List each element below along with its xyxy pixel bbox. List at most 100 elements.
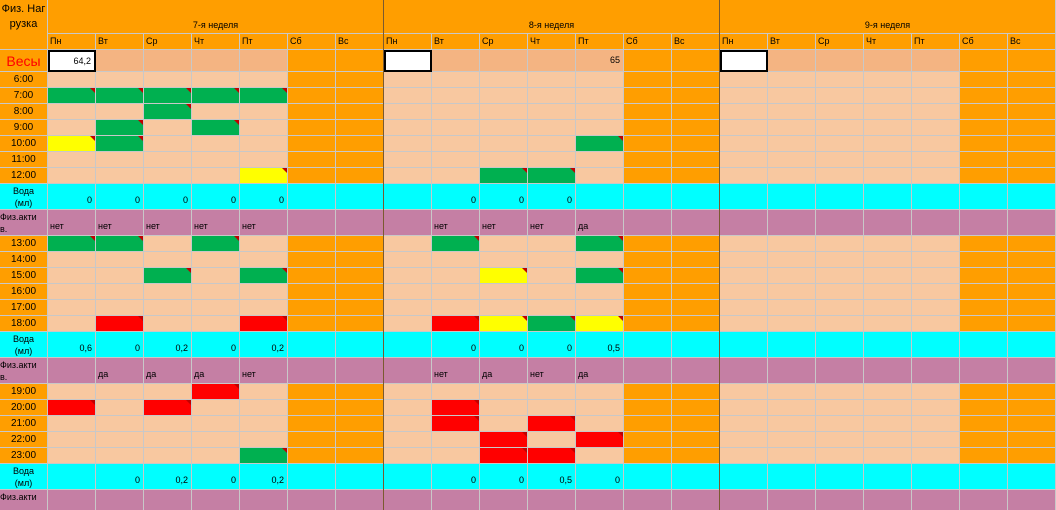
time-slot-cell[interactable] <box>432 252 480 268</box>
activity-slot-filled[interactable] <box>240 88 288 104</box>
time-slot-cell[interactable] <box>192 300 240 316</box>
activity-slot-filled[interactable] <box>480 168 528 184</box>
time-slot-cell[interactable] <box>624 104 672 120</box>
activity-cell[interactable]: да <box>96 358 144 384</box>
time-slot-cell[interactable] <box>768 400 816 416</box>
time-slot-cell[interactable] <box>960 432 1008 448</box>
weight-cell[interactable] <box>528 50 576 72</box>
time-slot-cell[interactable] <box>1008 252 1056 268</box>
activity-cell[interactable]: нет <box>432 210 480 236</box>
time-slot-cell[interactable] <box>96 104 144 120</box>
time-slot-cell[interactable] <box>144 384 192 400</box>
time-slot-cell[interactable] <box>624 236 672 252</box>
time-slot-cell[interactable] <box>912 284 960 300</box>
time-slot-cell[interactable] <box>96 168 144 184</box>
time-slot-cell[interactable] <box>1008 152 1056 168</box>
time-slot-cell[interactable] <box>528 284 576 300</box>
time-slot-cell[interactable] <box>960 448 1008 464</box>
time-slot-cell[interactable] <box>480 252 528 268</box>
time-slot-cell[interactable] <box>816 448 864 464</box>
water-cell[interactable]: 0 <box>528 184 576 210</box>
time-slot-cell[interactable] <box>336 120 384 136</box>
time-slot-cell[interactable] <box>672 300 720 316</box>
time-slot-cell[interactable] <box>144 416 192 432</box>
activity-slot-filled[interactable] <box>192 120 240 136</box>
week-header-9[interactable]: 9-я неделя <box>720 0 1056 34</box>
time-slot-cell[interactable] <box>528 384 576 400</box>
time-slot-cell[interactable] <box>672 400 720 416</box>
water-cell[interactable]: 0 <box>432 184 480 210</box>
water-cell[interactable]: 0 <box>576 464 624 490</box>
water-cell[interactable] <box>672 184 720 210</box>
time-slot-cell[interactable] <box>384 168 432 184</box>
activity-cell[interactable] <box>768 490 816 510</box>
activity-cell[interactable] <box>864 210 912 236</box>
time-slot-cell[interactable] <box>528 88 576 104</box>
water-cell[interactable]: 0 <box>432 332 480 358</box>
activity-slot-filled[interactable] <box>144 268 192 284</box>
time-slot-cell[interactable] <box>48 448 96 464</box>
time-slot-cell[interactable] <box>144 152 192 168</box>
time-slot-cell[interactable] <box>624 300 672 316</box>
water-cell[interactable] <box>1008 464 1056 490</box>
activity-cell[interactable] <box>1008 490 1056 510</box>
time-slot-cell[interactable] <box>240 120 288 136</box>
activity-cell[interactable]: да <box>576 210 624 236</box>
time-slot-cell[interactable] <box>960 168 1008 184</box>
time-slot-cell[interactable] <box>144 316 192 332</box>
time-slot-cell[interactable] <box>576 252 624 268</box>
time-slot-cell[interactable] <box>816 236 864 252</box>
time-slot-cell[interactable] <box>768 432 816 448</box>
time-slot-cell[interactable] <box>48 104 96 120</box>
water-cell[interactable]: 0,2 <box>144 332 192 358</box>
activity-cell[interactable] <box>960 210 1008 236</box>
time-slot-cell[interactable] <box>1008 416 1056 432</box>
time-slot-cell[interactable] <box>336 300 384 316</box>
time-slot-cell[interactable] <box>624 316 672 332</box>
activity-cell[interactable] <box>288 210 336 236</box>
activity-cell[interactable] <box>720 210 768 236</box>
water-cell[interactable] <box>720 332 768 358</box>
time-slot-cell[interactable] <box>432 136 480 152</box>
time-slot-cell[interactable] <box>384 136 432 152</box>
time-slot-cell[interactable] <box>96 400 144 416</box>
activity-slot-filled[interactable] <box>48 400 96 416</box>
time-slot-cell[interactable] <box>528 400 576 416</box>
time-slot-cell[interactable] <box>960 268 1008 284</box>
time-slot-cell[interactable] <box>960 152 1008 168</box>
time-slot-cell[interactable] <box>672 236 720 252</box>
activity-slot-filled[interactable] <box>96 316 144 332</box>
time-slot-cell[interactable] <box>912 168 960 184</box>
time-slot-cell[interactable] <box>672 416 720 432</box>
time-slot-cell[interactable] <box>672 268 720 284</box>
water-cell[interactable]: 0,2 <box>240 332 288 358</box>
activity-cell[interactable] <box>384 210 432 236</box>
time-slot-cell[interactable] <box>192 268 240 284</box>
water-cell[interactable]: 0 <box>480 464 528 490</box>
water-cell[interactable] <box>624 332 672 358</box>
time-slot-cell[interactable] <box>672 136 720 152</box>
activity-slot-filled[interactable] <box>240 316 288 332</box>
time-label-600[interactable]: 6:00 <box>0 72 48 88</box>
time-slot-cell[interactable] <box>912 400 960 416</box>
water-cell[interactable]: 0 <box>480 332 528 358</box>
time-slot-cell[interactable] <box>336 104 384 120</box>
time-slot-cell[interactable] <box>48 268 96 284</box>
time-slot-cell[interactable] <box>528 236 576 252</box>
weight-cell[interactable] <box>192 50 240 72</box>
time-slot-cell[interactable] <box>240 432 288 448</box>
time-slot-cell[interactable] <box>288 72 336 88</box>
time-slot-cell[interactable] <box>432 284 480 300</box>
day-header[interactable]: Сб <box>288 34 336 50</box>
water-cell[interactable]: 0 <box>192 332 240 358</box>
activity-cell[interactable] <box>624 358 672 384</box>
time-slot-cell[interactable] <box>144 300 192 316</box>
activity-slot-filled[interactable] <box>48 236 96 252</box>
time-slot-cell[interactable] <box>144 432 192 448</box>
water-cell[interactable] <box>768 184 816 210</box>
water-cell[interactable]: 0,5 <box>528 464 576 490</box>
time-slot-cell[interactable] <box>816 152 864 168</box>
activity-slot-filled[interactable] <box>528 416 576 432</box>
time-slot-cell[interactable] <box>288 168 336 184</box>
time-slot-cell[interactable] <box>480 400 528 416</box>
